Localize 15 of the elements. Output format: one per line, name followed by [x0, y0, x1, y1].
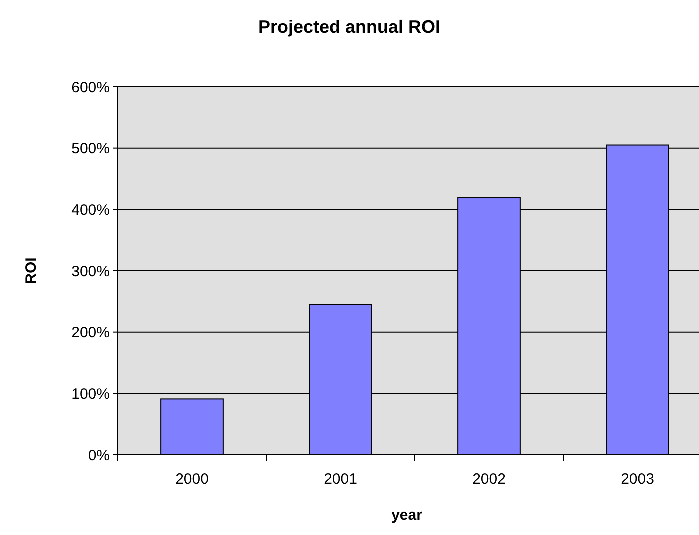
y-tick-label: 600% [72, 79, 110, 96]
y-tick-label: 500% [72, 140, 110, 158]
x-tick-label: 2001 [324, 471, 358, 488]
y-axis-title: ROI [23, 258, 40, 284]
x-tick-label: 2000 [176, 471, 209, 488]
y-tick-label: 200% [72, 324, 110, 342]
x-axis-title: year [392, 507, 423, 524]
y-tick-label: 100% [72, 386, 110, 403]
x-tick-label: 2002 [472, 471, 506, 488]
y-tick-label: 400% [72, 202, 110, 219]
x-tick-label: 2003 [621, 471, 654, 488]
y-tick-label: 0% [88, 447, 110, 464]
chart-title: Projected annual ROI [258, 17, 441, 37]
y-tick-label: 300% [72, 263, 110, 280]
bar [160, 398, 224, 456]
